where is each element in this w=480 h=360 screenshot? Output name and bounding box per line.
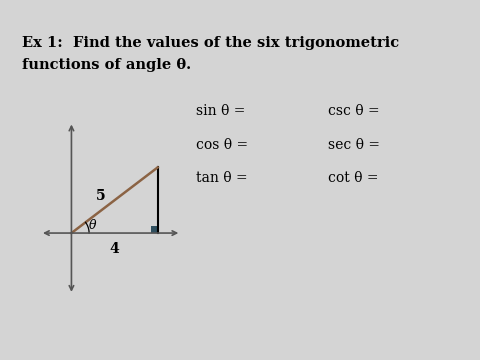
Text: sec θ =: sec θ = — [328, 138, 380, 152]
Text: Ex 1:  Find the values of the six trigonometric: Ex 1: Find the values of the six trigono… — [23, 36, 399, 50]
Text: functions of angle θ.: functions of angle θ. — [23, 58, 192, 72]
Text: cot θ =: cot θ = — [328, 171, 379, 185]
Text: 4: 4 — [110, 242, 120, 256]
Text: cos θ =: cos θ = — [196, 138, 248, 152]
Text: sin θ =: sin θ = — [196, 104, 245, 118]
Bar — [151, 226, 157, 233]
Text: θ: θ — [89, 219, 97, 231]
Text: tan θ =: tan θ = — [196, 171, 248, 185]
Text: csc θ =: csc θ = — [328, 104, 380, 118]
Text: 5: 5 — [96, 189, 106, 203]
